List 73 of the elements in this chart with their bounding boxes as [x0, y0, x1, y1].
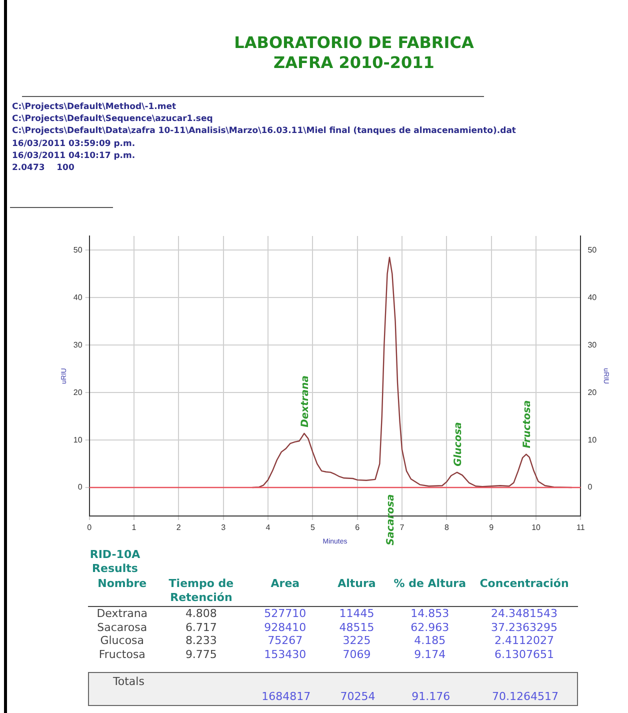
annotation: Glucosa	[453, 422, 464, 466]
text: Concentración	[478, 576, 570, 592]
text: 70254	[339, 690, 376, 703]
text: Dextrana	[96, 606, 149, 620]
annotation: Fructosa	[522, 400, 533, 448]
text: 4.185	[413, 634, 447, 648]
text: 62.963	[410, 620, 450, 634]
y2-tick-label: 20	[588, 388, 598, 397]
text: 1684817	[260, 690, 312, 703]
text: 6.1307651	[494, 648, 556, 661]
x-tick-label: 3	[221, 523, 226, 532]
text: 527710	[263, 606, 308, 620]
y-tick-label: 20	[73, 388, 83, 397]
x-tick-label: 11	[576, 523, 586, 532]
text: 91.176	[410, 690, 452, 703]
text: 6.717	[184, 620, 218, 634]
text: 153430	[263, 648, 308, 661]
text: 75267	[266, 634, 304, 648]
text: RID-10A	[88, 548, 142, 562]
x-tick-label: 2	[176, 523, 182, 532]
text: 928410	[263, 620, 308, 634]
text: 48515	[338, 620, 376, 634]
text: 14.853	[410, 606, 450, 620]
text: Results	[91, 562, 139, 576]
text: C:\Projects\Default\Method\-1.met	[12, 102, 176, 112]
text: 3225	[342, 634, 372, 648]
x-tick-label: 10	[532, 523, 542, 532]
annotation: Dextrana	[300, 375, 312, 428]
text: 70.1264517	[491, 690, 560, 703]
x-tick-label: 6	[355, 523, 360, 532]
text: 8.233	[184, 634, 218, 648]
x-tick-label: 4	[266, 523, 271, 532]
x-tick-label: 5	[310, 523, 316, 532]
y-tick-label: 0	[78, 482, 83, 492]
text: Fructosa	[98, 648, 146, 661]
text: Altura	[336, 576, 377, 592]
text: 7069	[342, 648, 372, 661]
text: 2.0473 100	[12, 163, 74, 174]
text: 2.4112027	[494, 634, 556, 648]
y2-tick-label: 40	[588, 292, 598, 302]
y2-tick-label: 30	[588, 340, 598, 350]
text: Sacarosa	[96, 620, 148, 634]
text: Totals	[113, 675, 144, 688]
text: Glucosa	[99, 634, 146, 648]
text: 11445	[338, 606, 376, 620]
x-tick-label: 9	[489, 523, 494, 532]
text: C:\Projects\Default\Sequence\azucar1.seq	[12, 114, 213, 124]
y-tick-label: 10	[73, 435, 83, 444]
chart-title: LABORATORIO DE FABRICA	[233, 33, 475, 52]
y2-tick-label: 0	[588, 482, 593, 492]
y-tick-label: 40	[73, 292, 83, 302]
text: 4.808	[184, 606, 218, 620]
x-tick-label: 8	[444, 523, 450, 532]
text: 24.3481543	[490, 606, 558, 620]
text: 9.775	[184, 648, 218, 661]
y2-tick-label: 10	[588, 435, 598, 444]
chart-subtitle: ZAFRA 2010-2011	[272, 53, 436, 72]
text: Tiempo de Retención	[168, 576, 235, 606]
x-tick-label: 7	[400, 523, 405, 532]
text: 16/03/2011 04:10:17 p.m.	[12, 150, 136, 161]
y-tick-label: 50	[73, 245, 83, 254]
x-tick-label: 0	[87, 523, 92, 532]
text: C:\Projects\Default\Data\zafra 10-11\Analisis\Marzo\16.03.11\Miel final (tanques de almacenamiento).dat	[12, 126, 516, 136]
y-tick-label: 30	[73, 340, 83, 350]
text: Area	[270, 576, 301, 592]
text: % de Altura	[392, 576, 468, 592]
annotation: Sacarosa	[385, 494, 396, 546]
text: 37.2363295	[490, 620, 558, 634]
text: Nombre	[96, 576, 148, 592]
text: 9.174	[413, 648, 447, 661]
x-tick-label: 1	[132, 523, 137, 532]
y2-tick-label: 50	[588, 245, 598, 254]
text: 16/03/2011 03:59:09 p.m.	[12, 138, 136, 149]
